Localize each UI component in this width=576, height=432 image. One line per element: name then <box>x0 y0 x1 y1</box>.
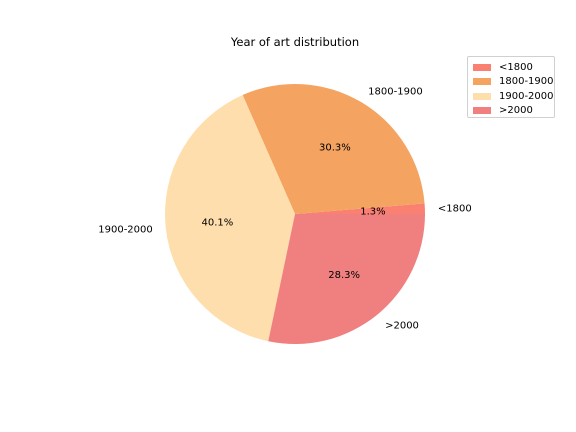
slice-category-label: >2000 <box>385 321 419 332</box>
slice-category-label: 1900-2000 <box>98 224 153 235</box>
legend-swatch <box>473 92 491 100</box>
legend: <1800 1800-1900 1900-2000 >2000 <box>467 56 555 118</box>
legend-label: >2000 <box>499 105 533 117</box>
slice-category-label: 1800-1900 <box>368 87 423 98</box>
chart-title: Year of art distribution <box>230 35 359 49</box>
legend-label: 1800-1900 <box>499 76 554 88</box>
legend-swatch <box>473 78 491 86</box>
legend-item: >2000 <box>473 104 554 119</box>
legend-swatch <box>473 107 491 115</box>
pie-slice <box>165 95 295 342</box>
legend-item: <1800 <box>473 60 554 75</box>
legend-swatch <box>473 63 491 71</box>
legend-label: 1900-2000 <box>499 90 554 102</box>
pie-slice <box>268 214 425 344</box>
slice-category-label: <1800 <box>438 204 472 215</box>
slice-percent-label: 28.3% <box>328 270 360 281</box>
slice-percent-label: 30.3% <box>319 142 351 153</box>
pie-slice <box>295 203 425 214</box>
legend-item: 1900-2000 <box>473 89 554 104</box>
legend-label: <1800 <box>499 61 533 73</box>
pie-slice <box>242 84 425 214</box>
slice-percent-label: 40.1% <box>202 218 234 229</box>
slice-percent-label: 1.3% <box>360 206 385 217</box>
legend-item: 1800-1900 <box>473 75 554 90</box>
